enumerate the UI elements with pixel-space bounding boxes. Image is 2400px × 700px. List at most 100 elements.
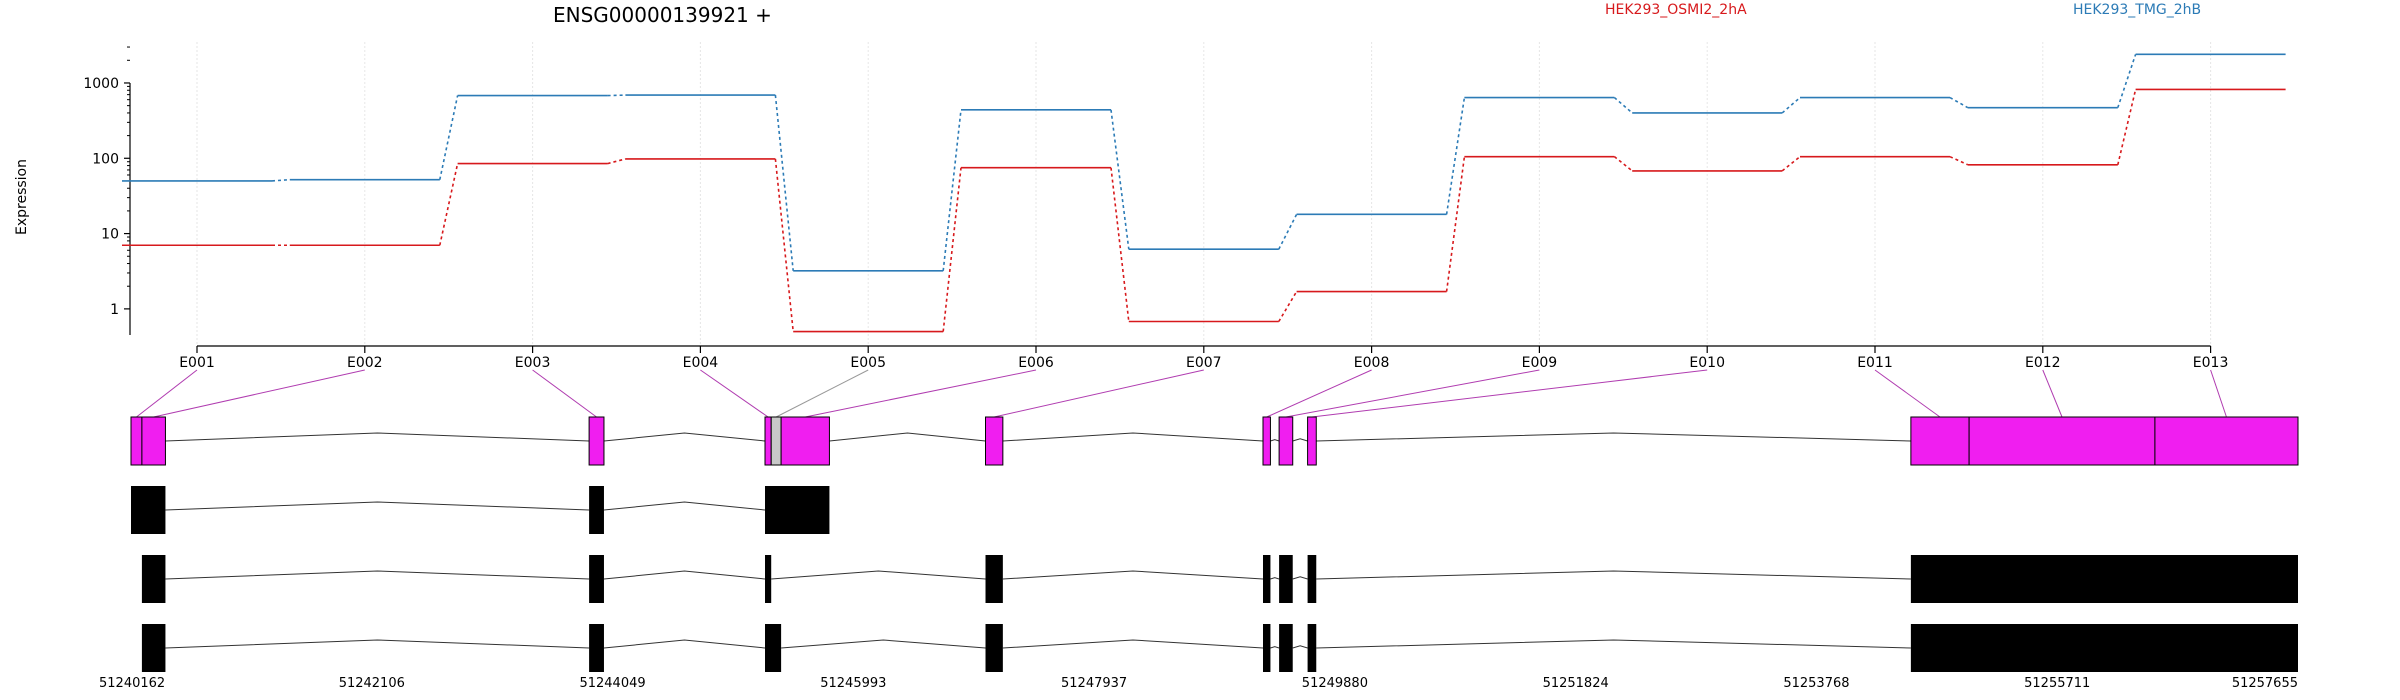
exon-bin: [1278, 416, 1294, 466]
x-axis: E001 E002 E003 E004 E005 E006 E007 E008 E009 E010…: [179, 345, 2229, 371]
coordinate-label: 51244049: [579, 676, 645, 691]
coordinate-label: 51240162: [99, 676, 165, 691]
intron-line: [603, 639, 766, 649]
intron-line: [771, 570, 986, 580]
x-tick-label: E006: [1018, 355, 1054, 371]
expression-series: [122, 53, 2286, 333]
series-connector: [1949, 155, 1969, 166]
x-tick-label: E003: [515, 355, 551, 371]
transcript-exon: [1910, 555, 2298, 603]
series-connector: [439, 95, 459, 180]
series-connector: [1613, 156, 1633, 172]
transcript-exon: [1307, 624, 1317, 672]
exon-bin-track: [130, 416, 2299, 466]
genomic-coordinate-axis: 51240162 51242106 51244049 51245993 51247937…: [99, 676, 2298, 691]
exon-connector: [532, 369, 597, 418]
intron-line: [603, 432, 766, 442]
series-connector: [1949, 96, 1969, 109]
coordinate-label: 51242106: [339, 676, 405, 691]
exon-connector: [805, 369, 1037, 418]
exon-connector: [2210, 369, 2227, 418]
exon-bin: [1968, 416, 2156, 466]
exon-connector-lines: [136, 369, 2227, 418]
series-connector: [1110, 167, 1130, 322]
exon-bin: [2154, 416, 2299, 466]
exon-bin: [1262, 416, 1271, 466]
intron-line: [1316, 570, 1911, 580]
intron-line: [1002, 570, 1264, 580]
x-tick-label: E012: [2025, 355, 2061, 371]
series-connector: [1445, 156, 1466, 292]
series-connector: [271, 178, 290, 182]
series-connector: [439, 163, 459, 246]
y-axis: 1 10 100 1000: [83, 46, 131, 335]
exon-bin: [764, 416, 772, 466]
exon-connector: [1311, 369, 1708, 418]
exon-connector: [700, 369, 769, 418]
intron-line: [1270, 439, 1280, 442]
transcript-exon: [589, 486, 604, 534]
intron-line: [603, 570, 766, 580]
x-tick-label: E010: [1689, 355, 1725, 371]
x-tick-label: E004: [683, 355, 719, 371]
coordinate-label: 51255711: [2024, 676, 2090, 691]
intron-line: [1316, 639, 1911, 649]
transcript-exon: [765, 555, 772, 603]
x-tick-label: E001: [179, 355, 215, 371]
transcript-exon: [1910, 624, 2298, 672]
exon-connector: [153, 369, 365, 418]
transcript-track: [131, 486, 830, 534]
exon-bin: [985, 416, 1004, 466]
intron-line: [165, 501, 590, 511]
exon-bin: [1910, 416, 1970, 466]
exon-bin: [588, 416, 605, 466]
y-axis-label: Expression: [14, 159, 30, 235]
x-tick-label: E013: [2193, 355, 2229, 371]
intron-line: [165, 639, 590, 649]
coordinate-label: 51249880: [1302, 676, 1368, 691]
series-connector: [1278, 291, 1298, 322]
exon-connector: [1266, 369, 1372, 418]
y-tick-label: 100: [92, 151, 119, 167]
x-tick-label: E002: [347, 355, 383, 371]
exon-gridlines: [196, 42, 2212, 345]
transcript-exon: [985, 624, 1003, 672]
exon-connector: [994, 369, 1204, 418]
transcript-track: [141, 624, 2298, 672]
transcript-exon: [131, 486, 166, 534]
transcript-exon: [141, 624, 166, 672]
exon-bin: [130, 416, 143, 466]
exon-bin: [770, 416, 782, 466]
intron-line: [781, 639, 986, 649]
series-connector: [1613, 96, 1633, 114]
exon-connector: [1874, 369, 1941, 418]
legend-entry-tmg: HEK293_TMG_2hB: [2073, 2, 2201, 18]
transcript-exon: [765, 624, 782, 672]
coordinate-label: 51245993: [820, 676, 886, 691]
transcript-exon: [1262, 624, 1271, 672]
intron-line: [1316, 432, 1911, 442]
intron-line: [1002, 639, 1264, 649]
series-connector: [1278, 213, 1298, 250]
intron-line: [165, 570, 590, 580]
exon-bin: [1307, 416, 1317, 466]
exon-connector: [2042, 369, 2063, 418]
transcript-exon: [141, 555, 166, 603]
transcript-track: [141, 555, 2298, 603]
x-tick-label: E011: [1857, 355, 1893, 371]
transcript-exon: [765, 486, 830, 534]
transcript-exon: [1279, 555, 1293, 603]
intron-line: [1002, 432, 1264, 442]
series-connector: [1781, 156, 1801, 172]
transcript-exon: [1262, 555, 1271, 603]
intron-line: [165, 432, 590, 442]
y-tick-label: 1000: [83, 76, 119, 92]
transcript-exon: [589, 624, 604, 672]
series-connector: [1781, 96, 1801, 114]
transcript-exon: [1279, 624, 1293, 672]
series-connector: [1110, 109, 1130, 250]
legend-entry-osmi2: HEK293_OSMI2_2hA: [1605, 2, 1747, 18]
series-connector: [774, 158, 794, 332]
x-tick-label: E007: [1186, 355, 1222, 371]
